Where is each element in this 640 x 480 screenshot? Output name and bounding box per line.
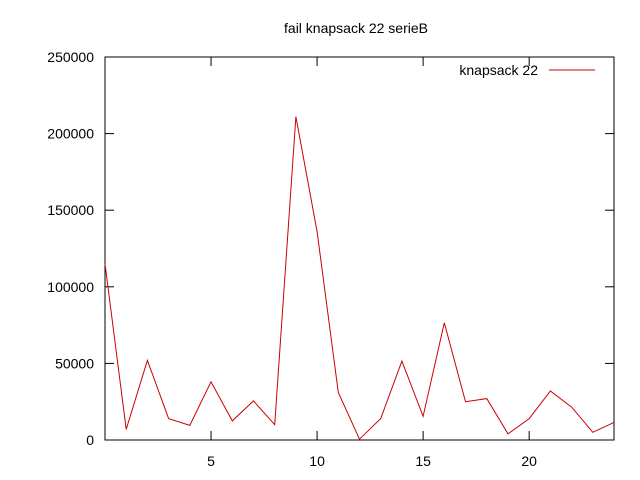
y-tick-label: 0 bbox=[86, 432, 94, 448]
y-tick-label: 150000 bbox=[47, 202, 94, 218]
y-tick-label: 200000 bbox=[47, 126, 94, 142]
legend: knapsack 22 bbox=[459, 62, 595, 78]
x-tick-label: 10 bbox=[309, 453, 325, 469]
x-tick-label: 20 bbox=[521, 453, 537, 469]
series-layer bbox=[104, 116, 615, 441]
y-tick-label: 100000 bbox=[47, 279, 94, 295]
plot-frame bbox=[104, 56, 615, 441]
legend-label: knapsack 22 bbox=[459, 62, 538, 78]
y-axis: 0 50000 100000 150000 200000 250000 bbox=[47, 49, 614, 448]
chart-title: fail knapsack 22 serieB bbox=[284, 20, 428, 36]
x-axis: 5 10 15 20 bbox=[207, 57, 537, 469]
series-line bbox=[104, 116, 615, 441]
y-tick-label: 50000 bbox=[55, 355, 94, 371]
x-tick-label: 15 bbox=[415, 453, 431, 469]
y-tick-label: 250000 bbox=[47, 49, 94, 65]
x-tick-label: 5 bbox=[207, 453, 215, 469]
